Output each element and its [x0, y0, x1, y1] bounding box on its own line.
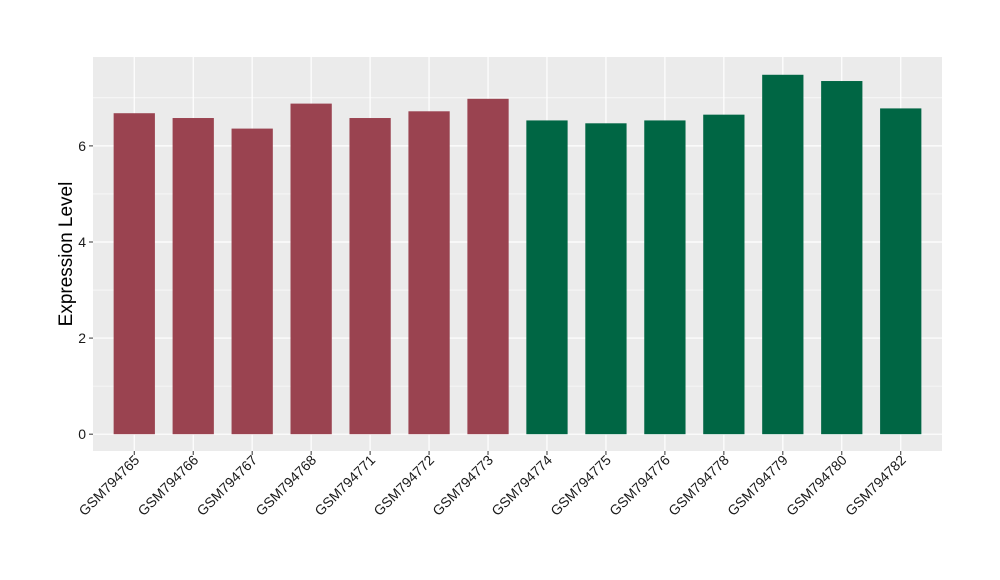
x-axis: GSM794765GSM794766GSM794767GSM794768GSM7… — [75, 451, 909, 519]
bar-GSM794779 — [762, 74, 804, 435]
bar-GSM794782 — [880, 108, 922, 435]
bar-GSM794778 — [703, 114, 745, 435]
x-tick-label: GSM794776 — [606, 452, 673, 519]
bar-GSM794767 — [231, 128, 273, 435]
bars-group — [113, 74, 922, 435]
x-tick-label: GSM794767 — [193, 452, 260, 519]
plot-panel — [93, 57, 942, 451]
x-tick-label: GSM794768 — [252, 452, 319, 519]
x-tick-label: GSM794773 — [429, 452, 496, 519]
y-axis-title: Expression Level — [56, 182, 77, 327]
bar-GSM794772 — [408, 111, 450, 435]
y-axis: 0 2 4 6 — [78, 138, 93, 442]
x-tick-label: GSM794772 — [370, 452, 437, 519]
bar-GSM794774 — [526, 120, 568, 435]
y-tick-label: 4 — [78, 234, 86, 250]
x-tick-label: GSM794775 — [547, 452, 614, 519]
bar-GSM794776 — [644, 120, 686, 435]
x-tick-label: GSM794780 — [783, 452, 850, 519]
bar-GSM794766 — [172, 118, 214, 435]
bar-GSM794775 — [585, 123, 627, 435]
x-tick-label: GSM794771 — [311, 452, 378, 519]
y-tick-label: 2 — [78, 330, 86, 346]
x-tick-label: GSM794766 — [134, 452, 201, 519]
y-tick-label: 6 — [78, 138, 86, 154]
bar-GSM794773 — [467, 98, 509, 435]
x-tick-label: GSM794774 — [488, 452, 555, 519]
bar-GSM794780 — [821, 81, 863, 435]
bar-GSM794765 — [113, 113, 155, 435]
x-tick-label: GSM794782 — [842, 452, 909, 519]
y-tick-label: 0 — [78, 426, 86, 442]
x-tick-label: GSM794778 — [665, 452, 732, 519]
x-tick-label: GSM794779 — [724, 452, 791, 519]
bar-GSM794771 — [349, 118, 391, 435]
x-tick-label: GSM794765 — [75, 452, 142, 519]
bar-GSM794768 — [290, 103, 332, 435]
